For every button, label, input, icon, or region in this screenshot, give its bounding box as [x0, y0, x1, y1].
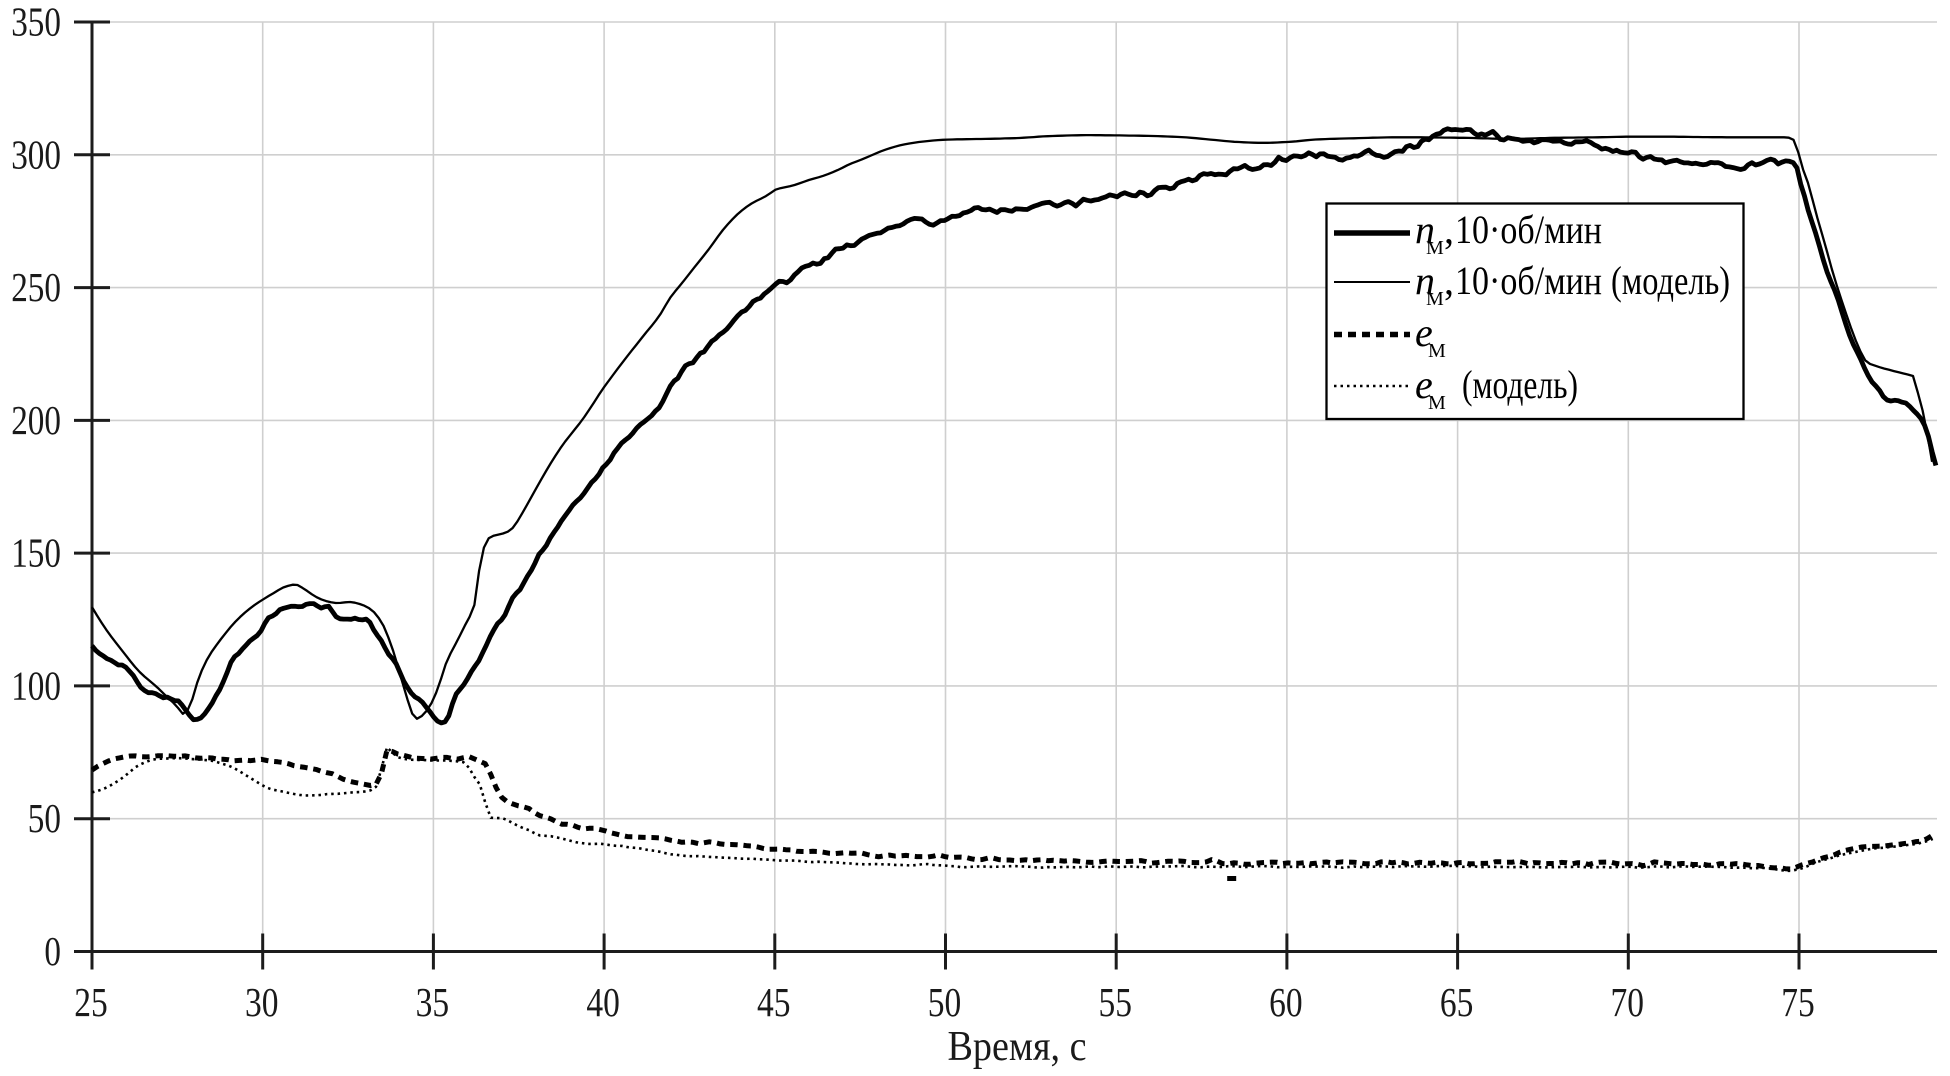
svg-text:(модель): (модель) — [1462, 362, 1578, 407]
svg-text:45: 45 — [757, 979, 791, 1025]
svg-text:50: 50 — [928, 979, 962, 1025]
svg-text:55: 55 — [1098, 979, 1132, 1025]
svg-text:М: М — [1428, 392, 1446, 414]
svg-text:65: 65 — [1440, 979, 1474, 1025]
svg-text:150: 150 — [11, 530, 61, 576]
svg-text:e: e — [1415, 362, 1433, 407]
svg-text:350: 350 — [11, 0, 61, 45]
svg-text:n: n — [1415, 258, 1435, 303]
svg-text:Время, с: Время, с — [948, 1024, 1087, 1070]
svg-text:30: 30 — [245, 979, 279, 1025]
svg-text:0: 0 — [44, 928, 61, 974]
svg-text:М: М — [1426, 288, 1444, 310]
svg-text:50: 50 — [28, 795, 61, 841]
svg-text:,: , — [1444, 207, 1454, 252]
svg-text:75: 75 — [1781, 979, 1815, 1025]
svg-text:e: e — [1415, 310, 1433, 355]
svg-text:(модель): (модель) — [1611, 258, 1730, 303]
svg-text:40: 40 — [586, 979, 620, 1025]
svg-text:100: 100 — [11, 662, 61, 708]
svg-text:25: 25 — [74, 979, 108, 1025]
svg-text:35: 35 — [416, 979, 450, 1025]
svg-text:М: М — [1426, 237, 1444, 259]
svg-text:10·об/мин: 10·об/мин — [1455, 207, 1602, 252]
svg-text:70: 70 — [1611, 979, 1645, 1025]
svg-text:60: 60 — [1269, 979, 1303, 1025]
svg-text:200: 200 — [11, 397, 61, 443]
svg-text:250: 250 — [11, 264, 61, 310]
svg-text:,: , — [1444, 258, 1454, 303]
svg-text:М: М — [1428, 340, 1446, 362]
svg-text:n: n — [1415, 207, 1435, 252]
svg-text:300: 300 — [11, 131, 61, 177]
svg-text:10·об/мин: 10·об/мин — [1455, 258, 1602, 303]
